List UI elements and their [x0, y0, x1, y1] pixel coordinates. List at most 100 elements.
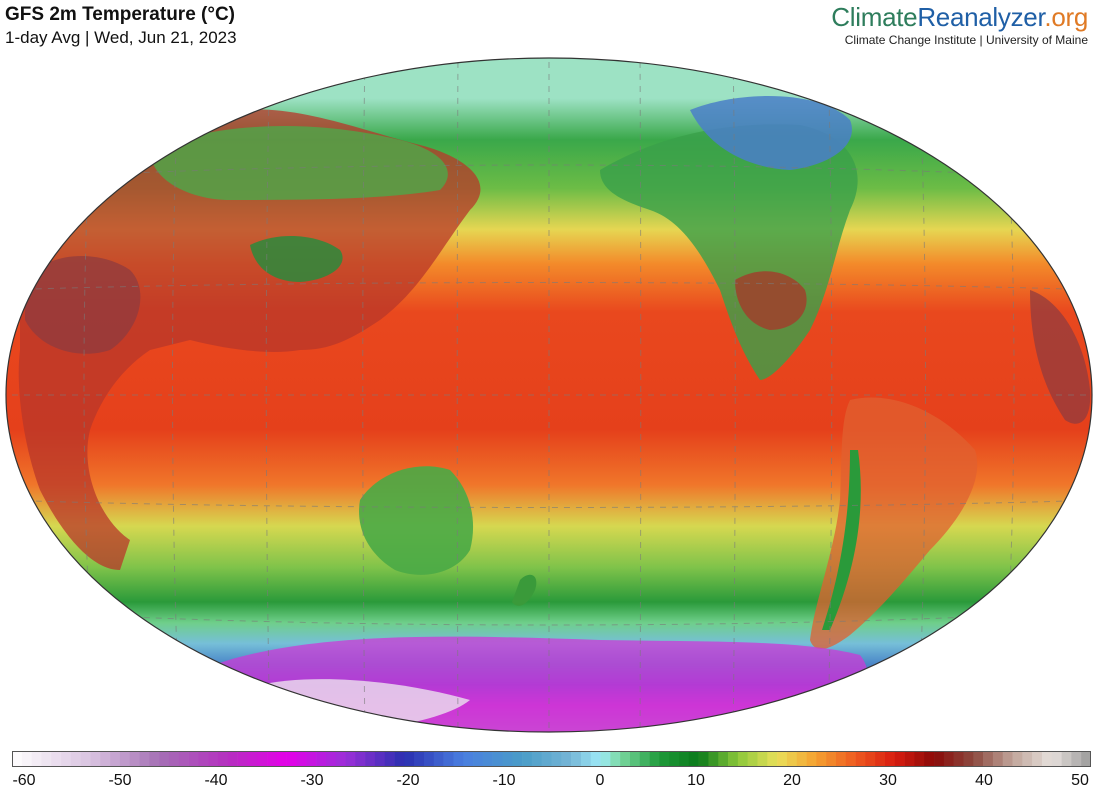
colorbar-swatch [904, 751, 915, 767]
colorbar-tick-label: 20 [783, 772, 801, 789]
colorbar-swatch [80, 751, 91, 767]
colorbar-tick-label: -30 [300, 772, 324, 789]
colorbar-swatch [796, 751, 807, 767]
colorbar-swatch [835, 751, 847, 767]
colorbar-swatch [139, 751, 150, 767]
colorbar-swatch [1022, 751, 1033, 767]
colorbar-swatch [1032, 751, 1043, 767]
colorbar-swatch [561, 751, 572, 767]
colorbar-tick-label: -60 [12, 772, 36, 789]
colorbar-swatch [237, 751, 248, 767]
colorbar-swatch [404, 751, 415, 767]
colorbar-swatch [90, 751, 101, 767]
colorbar-tick-label: 10 [687, 772, 705, 789]
colorbar-swatch [178, 751, 189, 767]
land-sahara [25, 256, 141, 354]
colorbar-swatch [659, 751, 670, 767]
colorbar-swatch [953, 751, 964, 767]
colorbar-tick-label: 30 [879, 772, 897, 789]
colorbar-tick-label: 50 [1071, 772, 1089, 789]
colorbar-swatch [992, 751, 1004, 767]
colorbar-swatch [443, 751, 454, 767]
brand-logo[interactable]: ClimateReanalyzer.org [831, 2, 1088, 33]
colorbar-swatch [433, 751, 444, 767]
colorbar-swatch [1051, 751, 1062, 767]
colorbar-swatch [875, 751, 886, 767]
colorbar-swatch [345, 751, 356, 767]
map-title: GFS 2m Temperature (°C) [5, 4, 236, 25]
colorbar-swatch [1041, 751, 1053, 767]
colorbar-swatch [669, 751, 680, 767]
colorbar-swatch [110, 751, 121, 767]
colorbar-swatch [355, 751, 366, 767]
colorbar-swatch [453, 751, 464, 767]
temperature-map [5, 57, 1093, 733]
colorbar-swatch [159, 751, 170, 767]
colorbar-swatch [767, 751, 778, 767]
colorbar-swatch [414, 751, 425, 767]
land-andes [822, 450, 861, 630]
colorbar-swatch [983, 751, 994, 767]
colorbar-swatch [924, 751, 935, 767]
colorbar-swatch [100, 751, 111, 767]
colorbar-swatch [914, 751, 925, 767]
colorbar-swatch [1081, 751, 1091, 767]
colorbar-swatch [423, 751, 435, 767]
colorbar-swatch [728, 751, 739, 767]
colorbar-swatch [688, 751, 699, 767]
colorbar-swatch [855, 751, 866, 767]
colorbar-swatch [1012, 751, 1023, 767]
colorbar-swatch [620, 751, 631, 767]
colorbar-tick-label: -20 [396, 772, 420, 789]
colorbar-swatch [551, 751, 562, 767]
colorbar-swatch [629, 751, 641, 767]
colorbar-tick-label: 40 [975, 772, 993, 789]
colorbar-swatch [639, 751, 650, 767]
colorbar-swatch [61, 751, 72, 767]
colorbar-swatch [463, 751, 474, 767]
colorbar-swatch [786, 751, 798, 767]
colorbar-swatch [590, 751, 601, 767]
colorbar-swatch [325, 751, 336, 767]
colorbar-swatch [208, 751, 219, 767]
land-eurasia [18, 109, 481, 570]
colorbar-swatch [894, 751, 905, 767]
brand-part-org: .org [1044, 2, 1088, 32]
colorbar-swatch [247, 751, 258, 767]
colorbar-swatch [973, 751, 984, 767]
colorbar-swatch [365, 751, 376, 767]
colorbar-swatch [473, 751, 484, 767]
colorbar-swatch [129, 751, 140, 767]
colorbar-swatch [31, 751, 42, 767]
colorbar-swatches [12, 751, 1091, 767]
colorbar-swatch [806, 751, 817, 767]
colorbar-ticks: -60 -50 -40 -30 -20 -10 0 10 20 30 40 50 [0, 772, 1100, 792]
colorbar-swatch [149, 751, 160, 767]
colorbar-swatch [119, 751, 131, 767]
colorbar-swatch [522, 751, 533, 767]
colorbar-swatch [512, 751, 523, 767]
colorbar-swatch [1061, 751, 1072, 767]
land-australia [359, 466, 474, 575]
colorbar-swatch [276, 751, 287, 767]
colorbar-swatch [502, 751, 513, 767]
colorbar-swatch [286, 751, 297, 767]
land-siberia [150, 126, 448, 200]
colorbar [12, 751, 1091, 767]
colorbar-tick-label: -40 [204, 772, 228, 789]
colorbar-tick-label: -50 [108, 772, 132, 789]
colorbar-swatch [580, 751, 592, 767]
colorbar-swatch [757, 751, 768, 767]
colorbar-swatch [885, 751, 896, 767]
colorbar-swatch [198, 751, 209, 767]
brand-tagline: Climate Change Institute | University of… [844, 33, 1088, 47]
colorbar-border [12, 751, 1091, 767]
colorbar-swatch [816, 751, 827, 767]
colorbar-swatch [934, 751, 945, 767]
colorbar-swatch [600, 751, 611, 767]
colorbar-swatch [257, 751, 268, 767]
land-greenland [690, 96, 852, 170]
brand-part-reanalyzer: Reanalyzer [917, 2, 1045, 32]
land-new-zealand [512, 574, 537, 606]
colorbar-tick-label: 0 [595, 772, 605, 789]
